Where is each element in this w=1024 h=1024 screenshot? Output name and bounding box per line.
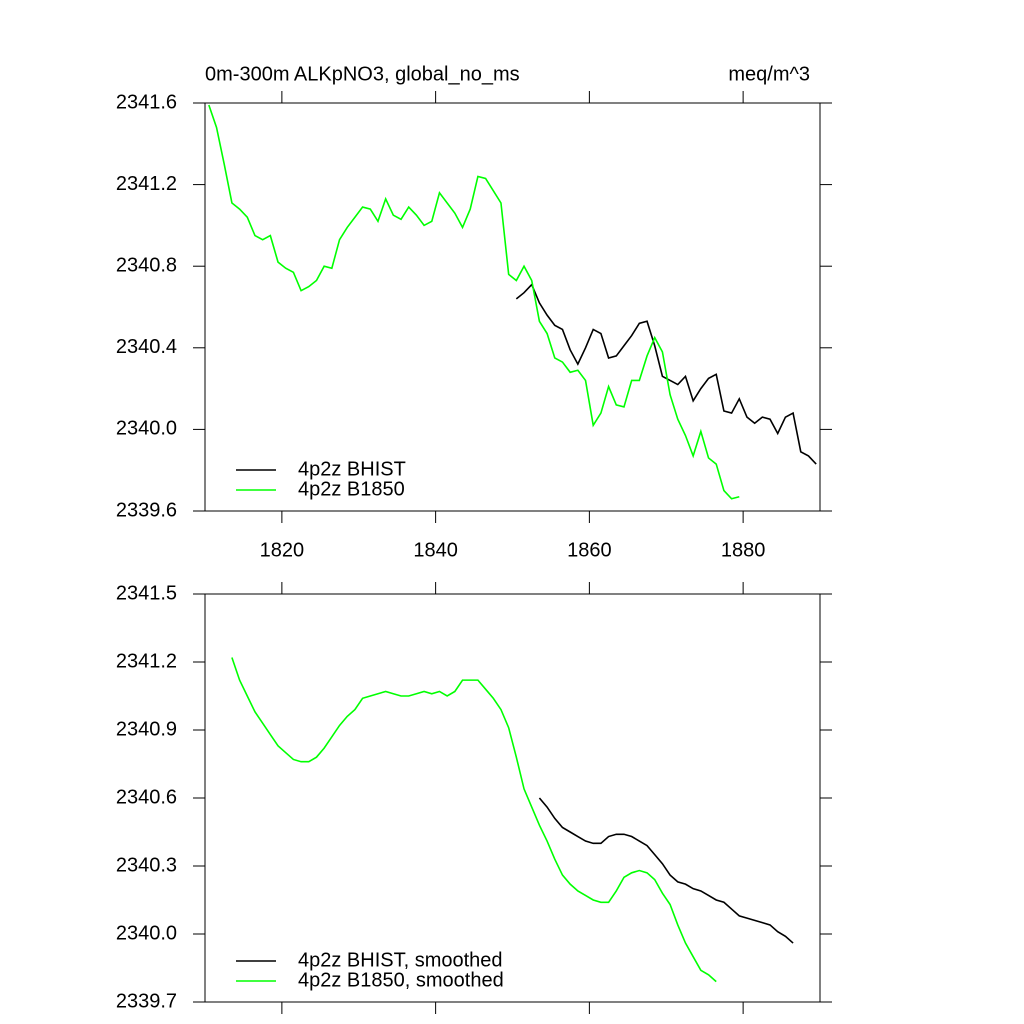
legend-label: 4p2z B1850 xyxy=(298,478,405,500)
legend-label: 4p2z BHIST, smoothed xyxy=(298,949,503,971)
y-tick-label: 2340.8 xyxy=(116,254,177,276)
series-line xyxy=(538,797,794,944)
plot-frame xyxy=(204,593,821,1003)
legend-label: 4p2z BHIST xyxy=(298,458,406,480)
chart-title: 0m-300m ALKpNO3, global_no_ms xyxy=(205,63,520,85)
series-line xyxy=(231,657,717,983)
y-tick-label: 2340.0 xyxy=(116,418,177,440)
x-tick-label: 1880 xyxy=(721,539,766,561)
y-tick-label: 2340.3 xyxy=(116,854,177,876)
y-tick-label: 2339.7 xyxy=(116,990,177,1012)
y-tick-label: 2341.6 xyxy=(116,91,177,113)
y-tick-label: 2341.2 xyxy=(116,650,177,672)
y-tick-label: 2340.0 xyxy=(116,922,177,944)
y-tick-label: 2340.4 xyxy=(116,336,177,358)
x-tick-label: 1860 xyxy=(567,539,612,561)
y-tick-label: 2339.6 xyxy=(116,499,177,521)
x-tick-label: 1840 xyxy=(413,539,458,561)
legend-label: 4p2z B1850, smoothed xyxy=(298,969,504,991)
y-tick-label: 2341.5 xyxy=(116,582,177,604)
y-tick-label: 2340.6 xyxy=(116,786,177,808)
y-tick-label: 2341.2 xyxy=(116,173,177,195)
series-line xyxy=(515,283,817,465)
x-tick-label: 1820 xyxy=(260,539,305,561)
series-line xyxy=(208,104,740,500)
plot-frame xyxy=(204,102,821,512)
y-tick-label: 2340.9 xyxy=(116,718,177,740)
units-label: meq/m^3 xyxy=(728,63,810,85)
